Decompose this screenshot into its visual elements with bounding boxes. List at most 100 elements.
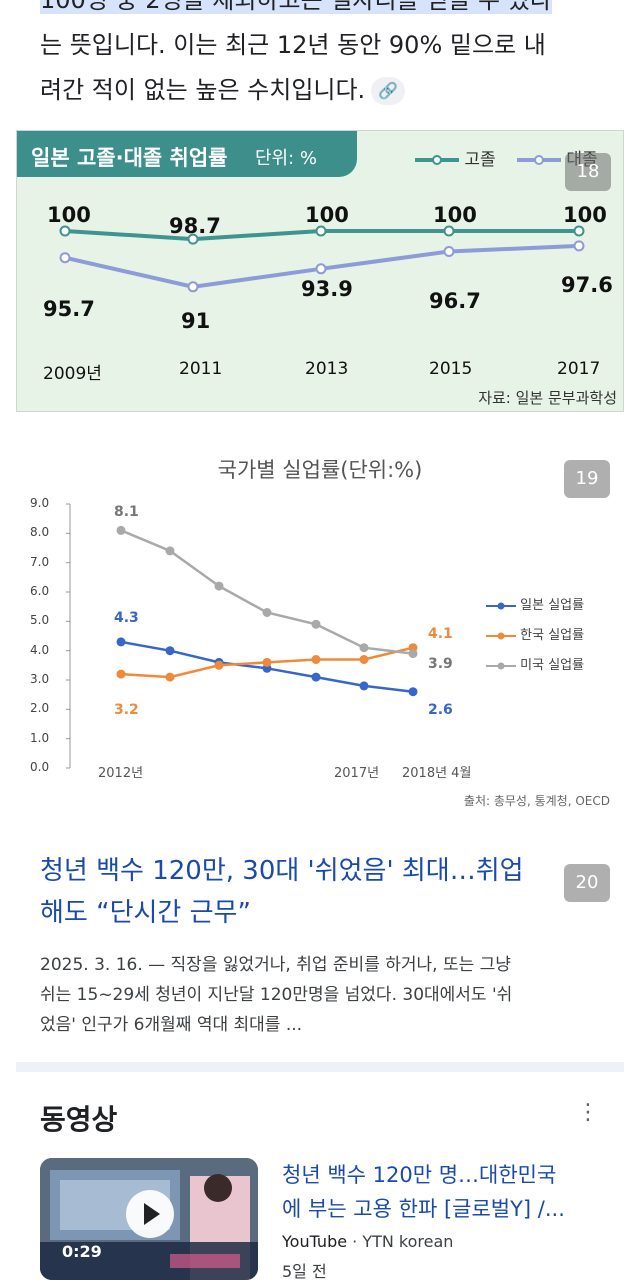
university-point [573, 240, 585, 252]
japan-unemployment-point [311, 672, 321, 682]
highschool-point [59, 225, 71, 237]
chart-header: 일본 고졸·대졸 취업률 단위: % [17, 131, 357, 177]
usa-unemployment-point [359, 643, 369, 653]
chart-source: 자료: 일본 문부과학성 [478, 389, 617, 407]
video-thumbnail[interactable]: 0:29 [40, 1158, 258, 1280]
snippet-line: 쉬는 15~29세 청년이 지난달 120만명을 넘었다. 30대에서도 '쉬 [40, 985, 513, 1005]
korea-unemployment-point [359, 655, 369, 664]
univ-label-2009: 95.7 [43, 297, 95, 321]
image-number-badge: 19 [564, 460, 610, 498]
highschool-point [573, 225, 585, 237]
y-tick-label: 7.0 [30, 554, 50, 569]
korea-unemployment-point [165, 672, 175, 682]
y-tick-label: 6.0 [30, 584, 50, 598]
chart19-title: 국가별 실업률(단위:%) [217, 458, 423, 482]
videos-heading: 동영상 [40, 1103, 118, 1136]
kr-start-label: 3.2 [114, 702, 139, 718]
legend-japan: 일본 실업률 [486, 594, 584, 613]
y-tick-label: 2.0 [30, 701, 50, 716]
video-title-line[interactable]: 에 부는 고용 한파 [글로벌Y] /... [282, 1197, 565, 1221]
usa-unemployment-point [116, 525, 126, 535]
article-paragraph: 100명 중 2명을 제외하고는 일자리를 얻을 수 있다 는 뜻입니다. 이는… [40, 0, 620, 113]
usa-unemployment-line [120, 529, 414, 655]
jp-start-label: 4.3 [114, 610, 139, 626]
legend-line-icon [486, 602, 516, 609]
japan-employment-chart[interactable]: 일본 고졸·대졸 취업률 단위: % 고졸 대졸 18 100 98.7 100… [16, 130, 624, 412]
y-tick-label: 0.0 [30, 760, 50, 774]
paragraph-line-3: 려간 적이 없는 높은 수치입니다. [40, 76, 366, 104]
hs-label-2009: 100 [47, 203, 91, 227]
legend-usa: 미국 실업률 [486, 654, 584, 673]
highschool-point [443, 225, 455, 237]
university-point [187, 281, 199, 293]
x-label: 2018년 4월 [402, 766, 472, 781]
usa-unemployment-point [214, 581, 224, 591]
univ-label-2013: 93.9 [301, 277, 353, 301]
link-icon[interactable]: 🔗 [371, 77, 406, 105]
hs-label-2017: 100 [563, 203, 607, 227]
news-title-line[interactable]: 해도 “단시간 근무” [40, 898, 251, 928]
legend-line-icon [415, 155, 459, 165]
university-point [59, 252, 71, 264]
highschool-point [315, 225, 327, 237]
university-point [443, 246, 455, 257]
us-start-label: 8.1 [114, 504, 139, 520]
university-point [315, 263, 327, 275]
hs-label-2013: 100 [305, 203, 349, 227]
usa-unemployment-point [262, 608, 272, 617]
legend-line-icon [486, 632, 516, 639]
news-result-title[interactable]: 청년 백수 120만, 30대 '쉬었음' 최대…취업 해도 “단시간 근무” [40, 850, 600, 934]
korea-unemployment-point [214, 660, 224, 670]
snippet-line: 2025. 3. 16. — 직장을 잃었거나, 취업 준비를 하거나, 또는 … [40, 955, 511, 975]
hs-label-2011: 98.7 [169, 214, 221, 238]
video-duration: 0:29 [62, 1242, 102, 1261]
y-tick-label: 4.0 [30, 642, 50, 657]
korea-unemployment-point [116, 669, 126, 679]
more-options-icon[interactable]: ⋮ [577, 1100, 599, 1125]
us-end-label: 3.9 [428, 656, 453, 672]
video-channel: · YTN korean [347, 1232, 454, 1251]
legend-highschool: 고졸 [415, 145, 496, 170]
jp-end-label: 2.6 [428, 702, 453, 718]
legend-line-icon [486, 662, 516, 669]
japan-unemployment-point [165, 646, 175, 656]
image-number-badge: 20 [564, 864, 610, 902]
news-title-line[interactable]: 청년 백수 120만, 30대 '쉬었음' 최대…취업 [40, 856, 524, 886]
video-title[interactable]: 청년 백수 120만 명…대한민국 에 부는 고용 한파 [글로벌Y] /... [282, 1158, 612, 1226]
year-label: 2009년 [43, 364, 102, 384]
chart-title: 일본 고졸·대졸 취업률 [31, 146, 228, 170]
chart19-plot [66, 503, 418, 769]
usa-unemployment-point [408, 649, 418, 659]
japan-unemployment-point [359, 681, 369, 691]
y-tick-label: 8.0 [30, 525, 50, 540]
year-label: 2015 [429, 359, 473, 379]
korea-unemployment-point [311, 655, 321, 664]
year-label: 2011 [179, 359, 223, 379]
snippet-line: 었음' 인구가 6개월째 역대 최대를 ... [40, 1015, 303, 1035]
x-label: 2012년 [98, 766, 144, 781]
play-icon[interactable] [126, 1190, 174, 1238]
chart18-plot [59, 225, 585, 293]
y-tick-label: 1.0 [30, 730, 50, 745]
image-number-badge: 18 [565, 153, 611, 191]
usa-unemployment-point [311, 619, 321, 629]
korea-unemployment-point [262, 657, 272, 667]
kr-end-label: 4.1 [428, 626, 453, 642]
section-divider [16, 1062, 624, 1072]
news-snippet: 2025. 3. 16. — 직장을 잃었거나, 취업 준비를 하거나, 또는 … [40, 950, 605, 1040]
japan-unemployment-point [408, 687, 418, 697]
video-source: YouTube · YTN korean [282, 1232, 453, 1251]
paragraph-line-2: 는 뜻입니다. 이는 최근 12년 동안 90% 밑으로 내 [40, 31, 546, 59]
unemployment-chart[interactable]: 9.0 8.0 7.0 6.0 5.0 4.0 3.0 2.0 1.0 0.0 8.1 4.3 3… [0, 490, 640, 820]
japan-unemployment-point [116, 637, 126, 647]
year-label: 2013 [305, 359, 349, 379]
chart-source: 출처: 총무성, 통계청, OECD [463, 794, 610, 808]
y-tick-label: 9.0 [30, 496, 50, 510]
y-tick-label: 5.0 [30, 613, 50, 628]
paragraph-line-1: 100명 중 2명을 제외하고는 일자리를 얻을 수 있다 [40, 0, 552, 14]
x-label: 2017년 [334, 766, 380, 781]
year-label: 2017 [557, 359, 601, 379]
video-platform: YouTube [282, 1232, 348, 1251]
video-title-line[interactable]: 청년 백수 120만 명…대한민국 [282, 1163, 557, 1187]
y-tick-label: 3.0 [30, 672, 50, 686]
